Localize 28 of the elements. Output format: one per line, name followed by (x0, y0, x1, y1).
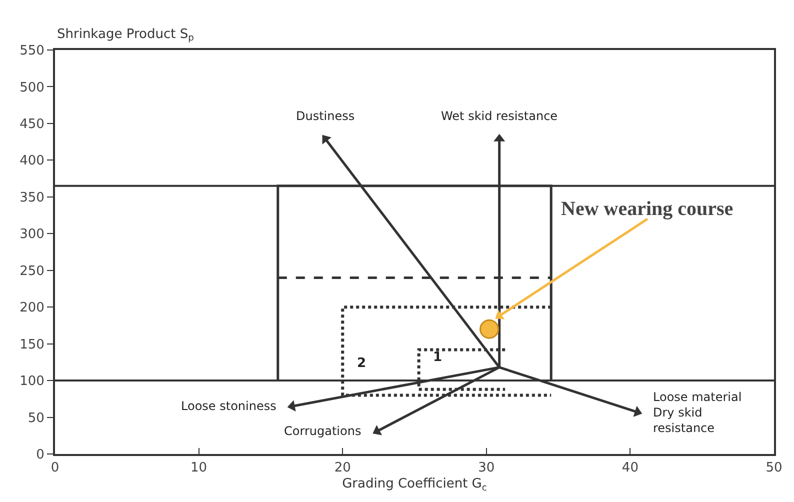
y-tick-label: 150 (20, 337, 44, 352)
y-tick-label: 550 (20, 44, 44, 59)
x-tick-label: 20 (334, 460, 351, 476)
x-tick-label: 30 (478, 460, 495, 476)
y-tick-label: 300 (20, 227, 44, 242)
series-label: Dustiness (296, 109, 355, 123)
series-label: Wet skid resistance (441, 109, 558, 123)
y-tick-label: 100 (20, 374, 44, 390)
y-tick-label: 350 (20, 190, 44, 206)
x-tick-label: 50 (766, 460, 782, 476)
series-label: 1 (433, 350, 442, 365)
series-label: 2 (357, 356, 366, 371)
x-tick-label: 40 (622, 460, 638, 476)
series-label: Loose material Dry skid resistance (653, 390, 742, 436)
y-tick-label: 0 (36, 448, 44, 463)
y-tick-label: 400 (20, 154, 44, 169)
x-tick-label: 10 (190, 460, 208, 476)
y-tick-label: 50 (28, 410, 44, 426)
annotation: New wearing course (561, 198, 734, 220)
series-label: Corrugations (284, 424, 362, 438)
x-tick-label: 0 (50, 460, 60, 476)
y-tick-label: 450 (20, 117, 44, 132)
y-tick-label: 200 (20, 300, 44, 316)
y-axis-title: Shrinkage Product S$_{p}$ (57, 27, 194, 44)
y-tick-label: 500 (20, 80, 44, 96)
x-axis-title: Grading Coefficient G$_{c}$ (342, 476, 487, 494)
y-tick-label: 250 (20, 264, 44, 279)
series-label: Loose stoniness (181, 399, 276, 413)
